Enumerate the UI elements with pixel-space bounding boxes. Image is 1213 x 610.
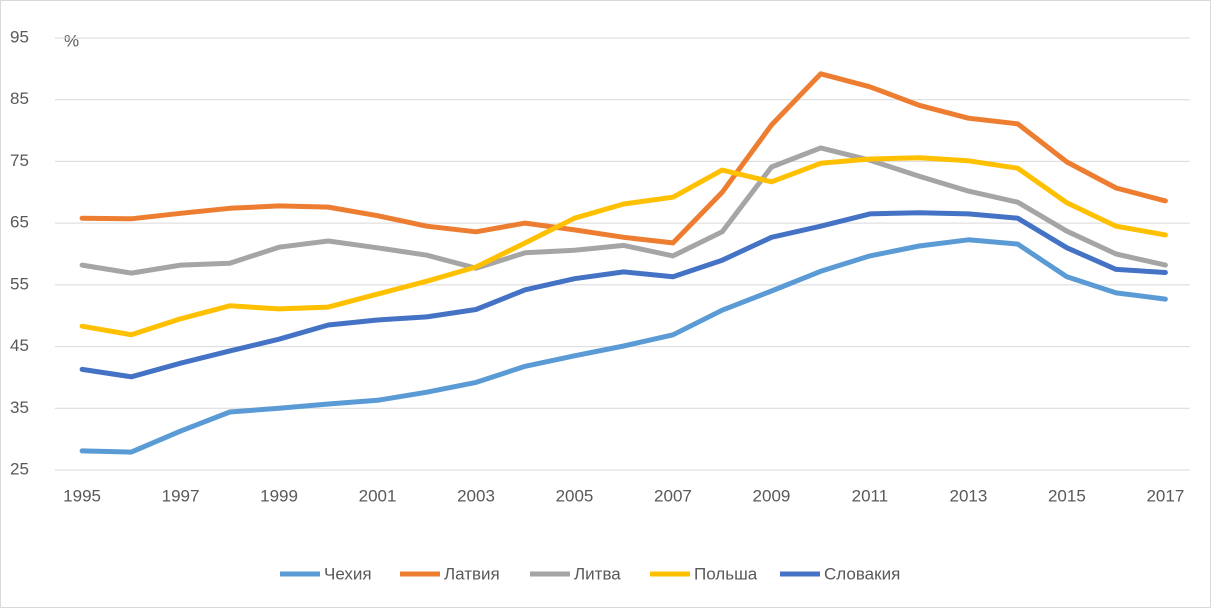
y-tick-label: 25 bbox=[10, 459, 29, 478]
data-line bbox=[79, 145, 1168, 276]
x-tick-label: 2003 bbox=[457, 486, 495, 505]
y-tick-label: 55 bbox=[10, 274, 29, 293]
legend-label: Чехия bbox=[324, 564, 372, 583]
x-tick-label: 2017 bbox=[1146, 486, 1184, 505]
x-tick-label: 2011 bbox=[852, 486, 889, 505]
x-tick-label: 2009 bbox=[753, 486, 791, 505]
y-tick-label: 65 bbox=[10, 213, 29, 232]
x-tick-label: 2007 bbox=[654, 486, 692, 505]
y-tick-label: 35 bbox=[10, 398, 29, 417]
y-tick-label: 85 bbox=[10, 89, 29, 108]
y-tick-label: 45 bbox=[10, 336, 29, 355]
legend-label: Словакия bbox=[824, 564, 900, 583]
data-line bbox=[79, 155, 1168, 338]
x-tick-label: 1995 bbox=[63, 486, 101, 505]
x-tick-label: 1999 bbox=[260, 486, 298, 505]
legend-label: Литва bbox=[574, 564, 621, 583]
y-tick-label: 75 bbox=[10, 151, 29, 170]
x-tick-label: 2005 bbox=[556, 486, 594, 505]
data-line bbox=[79, 210, 1168, 380]
y-unit-label: % bbox=[64, 31, 79, 50]
y-tick-label: 95 bbox=[10, 27, 29, 46]
x-tick-label: 1997 bbox=[162, 486, 200, 505]
data-line bbox=[79, 237, 1168, 455]
x-tick-label: 2001 bbox=[359, 486, 397, 505]
legend-label: Латвия bbox=[444, 564, 500, 583]
data-line bbox=[79, 71, 1168, 246]
x-tick-label: 2013 bbox=[950, 486, 988, 505]
legend-label: Польша bbox=[694, 564, 758, 583]
x-tick-label: 2015 bbox=[1048, 486, 1086, 505]
